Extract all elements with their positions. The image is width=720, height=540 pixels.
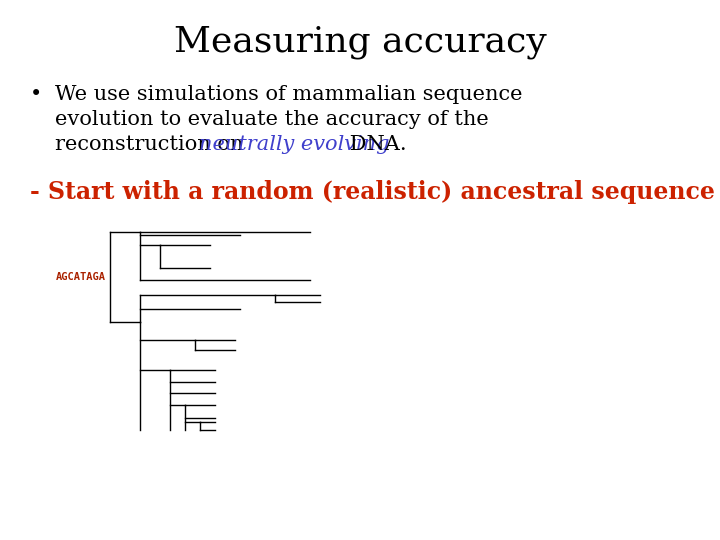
Text: neutrally evolving: neutrally evolving bbox=[199, 135, 390, 154]
Text: •: • bbox=[30, 85, 42, 104]
Text: We use simulations of mammalian sequence: We use simulations of mammalian sequence bbox=[55, 85, 523, 104]
Text: reconstruction on: reconstruction on bbox=[55, 135, 250, 154]
Text: evolution to evaluate the accuracy of the: evolution to evaluate the accuracy of th… bbox=[55, 110, 489, 129]
Text: Measuring accuracy: Measuring accuracy bbox=[174, 25, 546, 59]
Text: AGCATAGA: AGCATAGA bbox=[56, 272, 106, 282]
Text: DNA.: DNA. bbox=[343, 135, 407, 154]
Text: - Start with a random (realistic) ancestral sequence: - Start with a random (realistic) ancest… bbox=[30, 180, 715, 204]
